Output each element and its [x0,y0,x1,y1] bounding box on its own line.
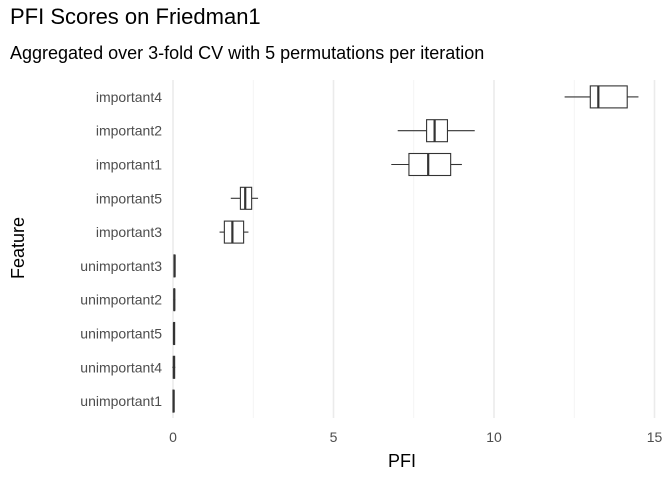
box-iqr [426,119,449,143]
y-tick-label: important5 [96,190,162,206]
y-tick-label: important3 [96,224,162,240]
box-iqr [408,152,452,177]
y-tick-label: unimportant2 [80,292,162,308]
y-tick-label: important1 [96,157,162,173]
x-axis-title: PFI [388,451,416,471]
boxes [172,85,639,413]
box-unimportant5 [172,321,176,346]
x-tick-labels: 0 5 10 15 [169,429,662,445]
y-tick-label: unimportant1 [80,393,162,409]
box-unimportant3 [173,254,176,278]
y-tick-label: unimportant3 [80,258,162,274]
box-unimportant2 [173,288,176,312]
box-unimportant4 [172,355,176,379]
box-iqr [589,85,628,109]
y-tick-label: unimportant5 [80,326,162,342]
y-tick-labels: important4 important2 important1 important5… [80,89,162,409]
y-tick-label: important4 [96,89,162,105]
y-tick-label: unimportant4 [80,359,162,375]
box-important5 [230,186,259,210]
chart-title: PFI Scores on Friedman1 [10,4,261,29]
y-axis-title: Feature [8,217,28,279]
chart-subtitle: Aggregated over 3-fold CV with 5 permuta… [10,43,485,63]
x-tick-label: 15 [647,429,663,445]
box-important3 [219,220,249,244]
box-important2 [397,119,475,143]
x-tick-label: 0 [169,429,177,445]
box-unimportant1 [172,389,175,413]
x-tick-label: 10 [486,429,502,445]
y-tick-label: important2 [96,123,162,139]
box-important4 [564,85,639,109]
x-tick-label: 5 [330,429,338,445]
box-important1 [391,152,462,177]
box-iqr [223,220,245,244]
